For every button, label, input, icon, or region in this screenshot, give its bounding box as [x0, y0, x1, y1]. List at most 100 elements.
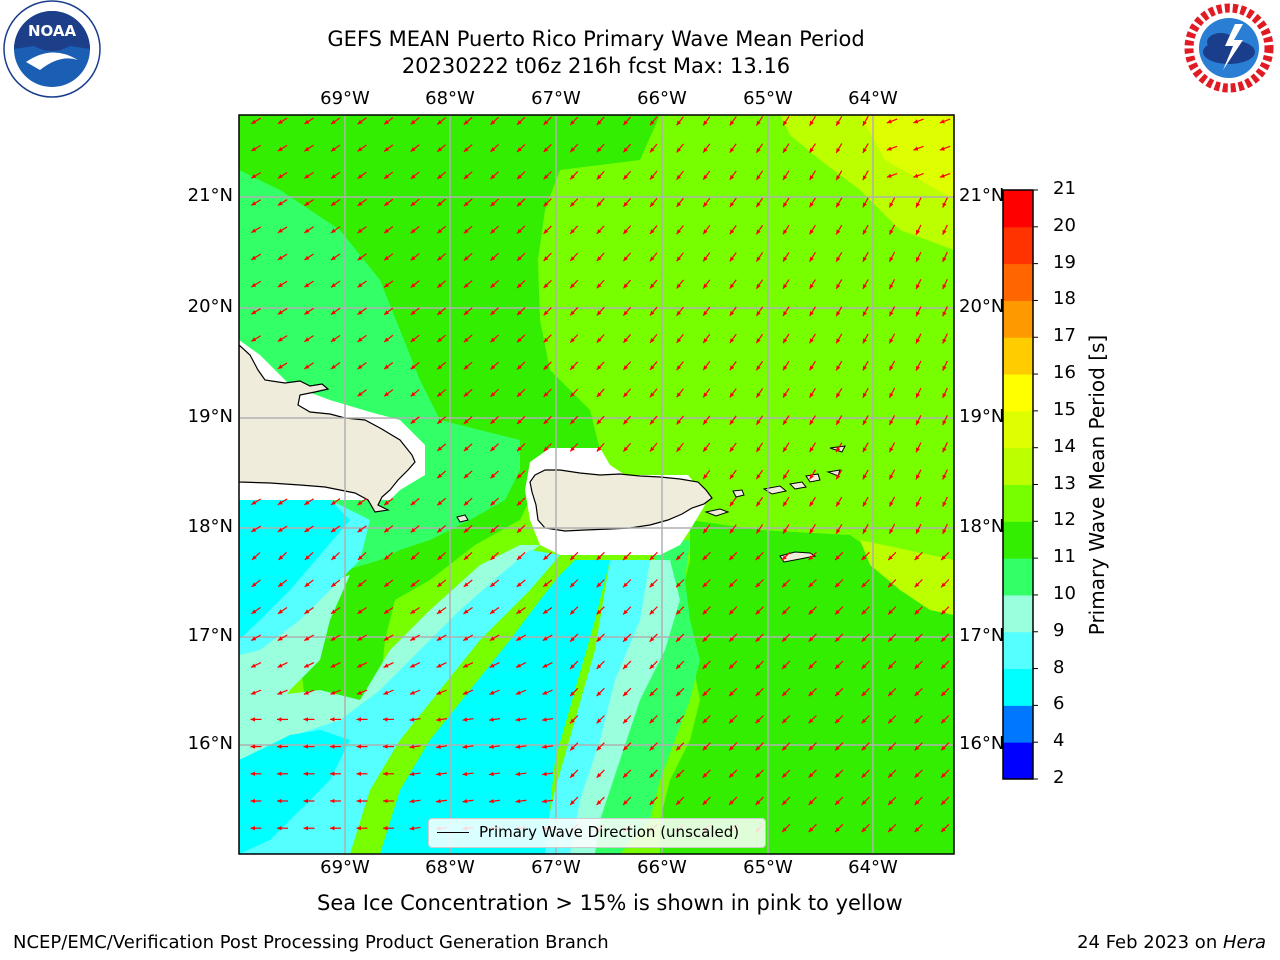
wave-arrow — [649, 442, 658, 453]
wave-arrow — [888, 469, 896, 480]
wave-arrow — [541, 798, 554, 804]
wave-arrow — [330, 634, 341, 642]
wave-arrow — [729, 306, 737, 317]
wave-arrow — [490, 280, 499, 289]
wave-arrow — [622, 116, 632, 126]
colorbar-tick-label: 14 — [1053, 435, 1076, 457]
wave-arrow — [942, 251, 948, 263]
wave-arrow — [702, 579, 711, 588]
wave-arrow — [834, 551, 844, 561]
wave-arrow — [409, 744, 421, 749]
wave-arrow — [622, 170, 632, 180]
wave-arrow — [781, 551, 791, 561]
wave-arrow — [542, 662, 553, 668]
wave-arrow — [702, 116, 711, 126]
wave-arrow — [383, 361, 394, 370]
wave-arrow — [728, 579, 738, 588]
wave-arrow — [569, 252, 579, 262]
wave-arrow — [622, 660, 632, 670]
wave-arrow — [809, 116, 816, 126]
wave-arrow — [569, 606, 579, 615]
wave-arrow — [277, 253, 288, 261]
wave-arrow — [516, 415, 526, 425]
wave-arrow — [569, 742, 579, 751]
wave-arrow — [384, 552, 393, 561]
wave-arrow — [914, 633, 923, 643]
wave-arrow — [596, 796, 605, 806]
wave-arrow — [809, 170, 816, 181]
colorbar-tick-label: 2 — [1053, 767, 1065, 788]
wave-arrow — [490, 307, 499, 316]
wave-arrow — [755, 252, 764, 262]
wave-arrow — [304, 171, 314, 179]
wave-arrow — [915, 306, 922, 317]
wave-arrow — [940, 606, 950, 615]
wave-arrow — [675, 606, 685, 615]
wave-arrow — [942, 360, 948, 372]
wave-arrow — [649, 333, 658, 344]
wave-arrow — [886, 145, 898, 151]
field-band-13-14-se — [860, 540, 954, 615]
wave-arrow — [515, 798, 527, 804]
wave-arrow — [942, 333, 948, 344]
wave-arrow — [488, 717, 501, 722]
wave-arrow — [915, 279, 922, 290]
st-croix-island — [779, 551, 817, 563]
wave-arrow — [357, 117, 367, 125]
wave-arrow — [942, 442, 948, 453]
wave-arrow — [303, 771, 315, 776]
hispaniola-land — [239, 344, 416, 513]
wave-arrow — [755, 524, 764, 534]
wave-arrow — [250, 308, 262, 315]
wave-arrow — [277, 335, 288, 343]
wave-arrow — [596, 769, 605, 779]
wave-arrow — [490, 470, 499, 479]
wave-arrow — [887, 551, 897, 561]
wave-arrow — [914, 796, 923, 806]
wave-arrow — [490, 171, 499, 180]
wave-arrow — [463, 252, 473, 262]
wave-arrow — [303, 826, 315, 831]
wave-arrow — [755, 606, 764, 615]
wave-arrow — [676, 388, 684, 398]
wave-arrow — [755, 742, 764, 751]
wave-arrow — [436, 689, 447, 695]
colorbar-tick-label: 21 — [1053, 178, 1076, 199]
wave-arrow — [250, 826, 262, 831]
wave-arrow — [383, 280, 394, 289]
wave-arrow — [515, 771, 527, 777]
wave-arrow — [490, 388, 499, 398]
wave-arrow — [675, 579, 685, 588]
title-line-2: 20230222 t06z 216h fcst Max: 13.16 — [401, 54, 791, 78]
wave-arrow — [330, 253, 341, 261]
wave-arrow — [410, 117, 420, 125]
wave-arrow — [277, 226, 288, 234]
wave-arrow — [409, 689, 421, 695]
wave-arrow — [277, 171, 288, 179]
wave-arrow — [331, 552, 340, 561]
wave-arrow — [729, 252, 737, 262]
wave-arrow — [914, 715, 923, 724]
wave-arrow — [490, 116, 499, 126]
wave-arrow — [410, 497, 420, 506]
wave-arrow — [250, 717, 262, 722]
wave-arrow — [569, 633, 579, 643]
wave-arrow — [755, 660, 764, 670]
wave-arrow — [277, 744, 288, 749]
wave-arrow — [862, 387, 869, 399]
wave-arrow — [728, 660, 738, 670]
wave-arrow — [835, 251, 843, 263]
wave-arrow — [436, 117, 447, 125]
wave-arrow — [622, 715, 632, 724]
wave-arrow — [835, 415, 843, 426]
wave-arrow — [649, 715, 658, 724]
wave-arrow — [940, 823, 950, 833]
wave-arrow — [383, 117, 394, 125]
wave-arrow — [834, 660, 844, 670]
st-thomas-island — [762, 485, 788, 495]
wave-arrow — [729, 442, 737, 453]
wave-arrow — [357, 606, 367, 615]
x-tick-top-label: 67°W — [531, 88, 581, 109]
wave-arrow — [940, 687, 950, 697]
wave-arrow — [596, 579, 605, 588]
